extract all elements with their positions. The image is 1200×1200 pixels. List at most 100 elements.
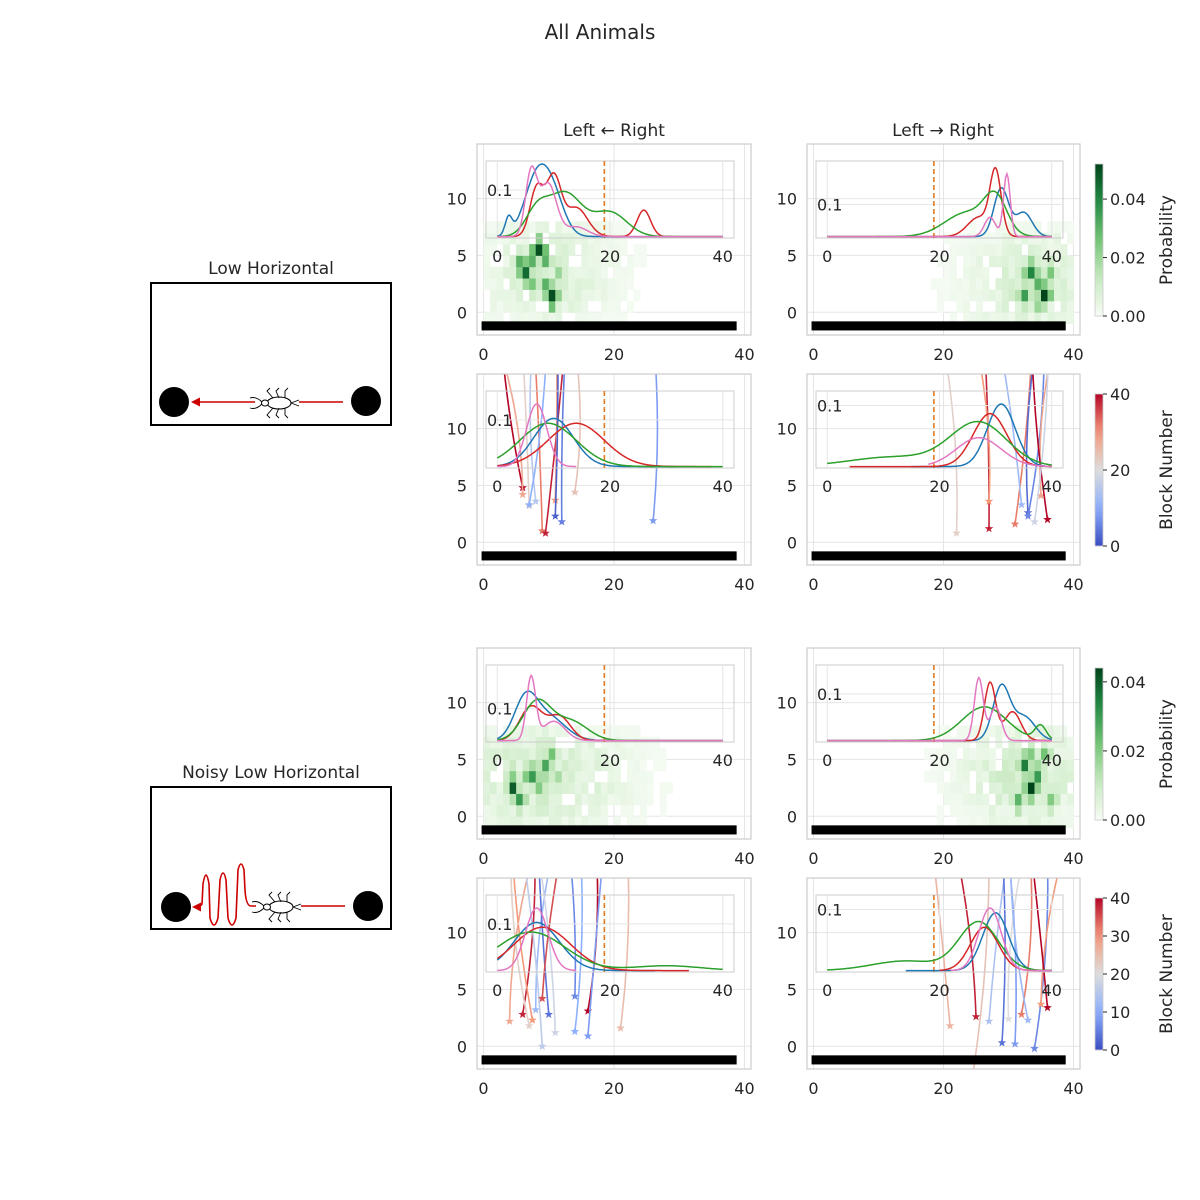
heatmap-cell [522, 255, 530, 268]
heatmap-cell [989, 759, 996, 772]
panel-content: 0.1 0 20 40 [811, 160, 1074, 331]
heatmap-cell [1060, 289, 1068, 302]
heatmap-cell [614, 793, 621, 806]
inset-x-tick-label: 0 [822, 751, 832, 770]
heatmap-cell [963, 782, 970, 794]
heatmap-cell [943, 255, 951, 268]
heatmap-cell [594, 255, 602, 268]
heatmap-cell [1015, 300, 1022, 313]
trajectory-path [541, 878, 557, 1033]
heatmap-cell [1021, 782, 1029, 794]
heatmap-cell [503, 770, 511, 783]
heatmap-cell [1054, 232, 1061, 245]
bug-body [268, 900, 294, 914]
heatmap-cell [607, 278, 615, 290]
heatmap-cell [950, 244, 957, 256]
x-tick-label: 40 [734, 575, 754, 594]
heatmap-cell [600, 782, 608, 794]
heatmap-cell [1047, 266, 1055, 279]
heatmap-cell [561, 725, 569, 738]
heatmap-cell [1067, 816, 1074, 829]
heatmap-cell [522, 232, 530, 245]
heatmap-cell [587, 816, 595, 829]
heatmap-cell [1047, 221, 1055, 234]
heatmap-cell [646, 770, 654, 783]
bug-leg [268, 911, 276, 923]
heatmap-cell [594, 759, 602, 772]
heatmap-cell [620, 725, 628, 738]
heatmap-cell [503, 782, 511, 794]
heatmap-cell [555, 278, 563, 290]
heatmap-cell [1008, 312, 1016, 325]
heatmap-cell [600, 266, 608, 279]
heatmap-cell [1028, 782, 1035, 794]
trajectory-path [528, 374, 547, 505]
heatmap-cell [1041, 244, 1048, 256]
inset-x-tick-label: 0 [822, 477, 832, 496]
heatmap-cell [522, 816, 530, 829]
heatmap-cell [614, 289, 621, 302]
heatmap-cell [614, 244, 621, 256]
heatmap-cell [490, 232, 497, 245]
colorbar-tick-label: 30 [1110, 927, 1130, 946]
heatmap-cell [483, 278, 491, 290]
heatmap-cell [1054, 793, 1061, 806]
left-target-disc [161, 892, 191, 922]
inset-x-tick-label: 0 [492, 981, 502, 1000]
trajectory-endpoint-star [1036, 491, 1046, 500]
heatmap-cell [496, 804, 504, 817]
heatmap-cell [1028, 300, 1035, 313]
heatmap-cell [937, 816, 944, 829]
trajectory-path [1004, 374, 1023, 505]
heatmap-cell [950, 748, 957, 760]
y-tick-label: 0 [787, 807, 797, 826]
heatmap-cell [937, 804, 944, 817]
heatmap-cell [529, 221, 537, 234]
heatmap-cell [620, 312, 628, 325]
heatmap-cell [1041, 725, 1048, 738]
heatmap-cell [548, 816, 556, 829]
x-tick-label: 40 [734, 849, 754, 868]
heatmap-cell [627, 736, 634, 749]
heatmap-cell [982, 312, 990, 325]
heatmap-cell [956, 278, 964, 290]
heatmap-cell [529, 725, 537, 738]
heatmap-cell [516, 748, 524, 760]
heatmap-cell [1028, 278, 1035, 290]
heatmap-cell [607, 770, 615, 783]
heatmap-cell [529, 736, 537, 749]
heatmap-cell [542, 793, 550, 806]
heatmap-cell [483, 725, 491, 738]
heatmap-cell [548, 312, 556, 325]
heatmap-cell [561, 816, 569, 829]
trajectory-path [619, 878, 630, 1029]
heatmap-cell [614, 759, 621, 772]
heatmap-cell [1002, 300, 1009, 313]
heatmap-cell [529, 312, 537, 325]
heatmap-cell [1047, 725, 1055, 738]
heatmap-cell [1015, 278, 1022, 290]
panel-trajectory-left-from-right: 0.1 0 20 40 0 20 40 0 5 10 [447, 373, 755, 594]
trajectory-path [508, 878, 529, 1022]
heatmap-cell [943, 759, 951, 772]
heatmap-cell [581, 793, 589, 806]
heatmap-cell [483, 255, 491, 268]
heatmap-cell [1028, 232, 1035, 245]
y-tick-label: 5 [787, 246, 797, 265]
heatmap-cell [995, 736, 1003, 749]
heatmap-cell [1034, 255, 1042, 268]
panel-content: 0.1 0 20 40 [811, 664, 1074, 835]
bug-leg [266, 407, 274, 419]
trajectory-path [554, 374, 559, 517]
colorbar-tick-label: 0.04 [1110, 190, 1146, 209]
y-tick-label: 5 [787, 980, 797, 999]
heatmap-cell [1060, 748, 1068, 760]
trajectory-endpoint-star [1023, 511, 1033, 520]
heatmap-cell [1015, 770, 1022, 783]
heatmap-cell [1060, 804, 1068, 817]
heatmap-cell [1067, 266, 1074, 279]
bug-antenna [249, 397, 263, 403]
heatmap-cell [1067, 748, 1074, 760]
heatmap-cell [483, 770, 491, 783]
heatmap-cell [1034, 782, 1042, 794]
